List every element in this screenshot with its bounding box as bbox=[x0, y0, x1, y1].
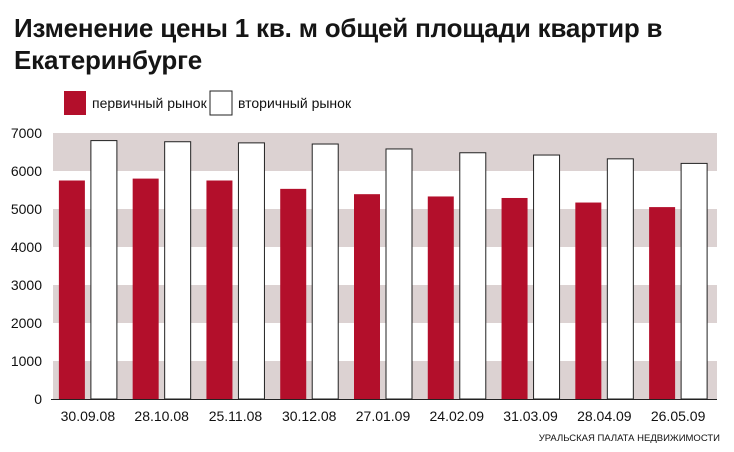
grid-band bbox=[53, 133, 717, 171]
legend: первичный рынок вторичный рынок bbox=[64, 90, 352, 116]
x-tick-label: 31.03.09 bbox=[503, 408, 558, 424]
bars-group bbox=[58, 140, 708, 400]
y-tick-label: 5000 bbox=[11, 201, 42, 217]
y-tick-label: 0 bbox=[34, 391, 42, 407]
bar-secondary-market bbox=[606, 158, 634, 400]
bar-primary-market bbox=[649, 207, 676, 399]
legend-swatch-secondary bbox=[209, 90, 233, 116]
bar-primary-market bbox=[575, 202, 602, 399]
bar-primary-market bbox=[132, 178, 159, 399]
bar-primary-market bbox=[501, 197, 528, 399]
bar-primary-market bbox=[206, 180, 233, 399]
bar-primary-market bbox=[58, 180, 85, 399]
x-tick-label: 28.10.08 bbox=[134, 408, 189, 424]
y-tick-label: 2000 bbox=[11, 315, 42, 331]
bar-secondary-market bbox=[311, 143, 339, 400]
y-tick-label: 4000 bbox=[11, 239, 42, 255]
x-tick-label: 24.02.09 bbox=[430, 408, 485, 424]
x-tick-label: 27.01.09 bbox=[356, 408, 411, 424]
bar-secondary-market bbox=[90, 140, 118, 400]
axis-group: 0 1000 2000 3000 4000 5000 6000 7000 30.09.08 28.… bbox=[11, 125, 720, 444]
y-tick-label: 3000 bbox=[11, 277, 42, 293]
bar-primary-market bbox=[280, 188, 307, 399]
grid-band bbox=[53, 361, 717, 399]
bar-secondary-market bbox=[237, 142, 265, 400]
bar-secondary-market bbox=[680, 162, 708, 400]
y-tick-label: 7000 bbox=[11, 125, 42, 141]
bar-secondary-market bbox=[533, 154, 561, 400]
x-tick-label: 30.12.08 bbox=[282, 408, 337, 424]
bar-secondary-market bbox=[459, 152, 487, 400]
x-tick-label: 28.04.09 bbox=[577, 408, 632, 424]
grid-band bbox=[53, 285, 717, 323]
source-note: УРАЛЬСКАЯ ПАЛАТА НЕДВИЖИМОСТИ bbox=[539, 433, 720, 444]
x-tick-label: 30.09.08 bbox=[61, 408, 116, 424]
bar-primary-market bbox=[427, 196, 454, 399]
bar-secondary-market bbox=[385, 148, 413, 400]
background-bands bbox=[53, 133, 717, 399]
legend-label-primary: первичный рынок bbox=[92, 95, 208, 111]
legend-swatch-primary bbox=[64, 91, 86, 115]
x-tick-label: 25.11.08 bbox=[209, 408, 263, 424]
bar-primary-market bbox=[354, 194, 380, 399]
y-tick-label: 6000 bbox=[11, 163, 42, 179]
legend-label-secondary: вторичный рынок bbox=[238, 95, 352, 111]
x-tick-label: 26.05.09 bbox=[651, 408, 706, 424]
bar-secondary-market bbox=[164, 141, 192, 400]
y-tick-label: 1000 bbox=[11, 353, 42, 369]
chart-title: Изменение цены 1 кв. м общей площади ква… bbox=[14, 13, 663, 75]
grid-band bbox=[53, 209, 717, 247]
